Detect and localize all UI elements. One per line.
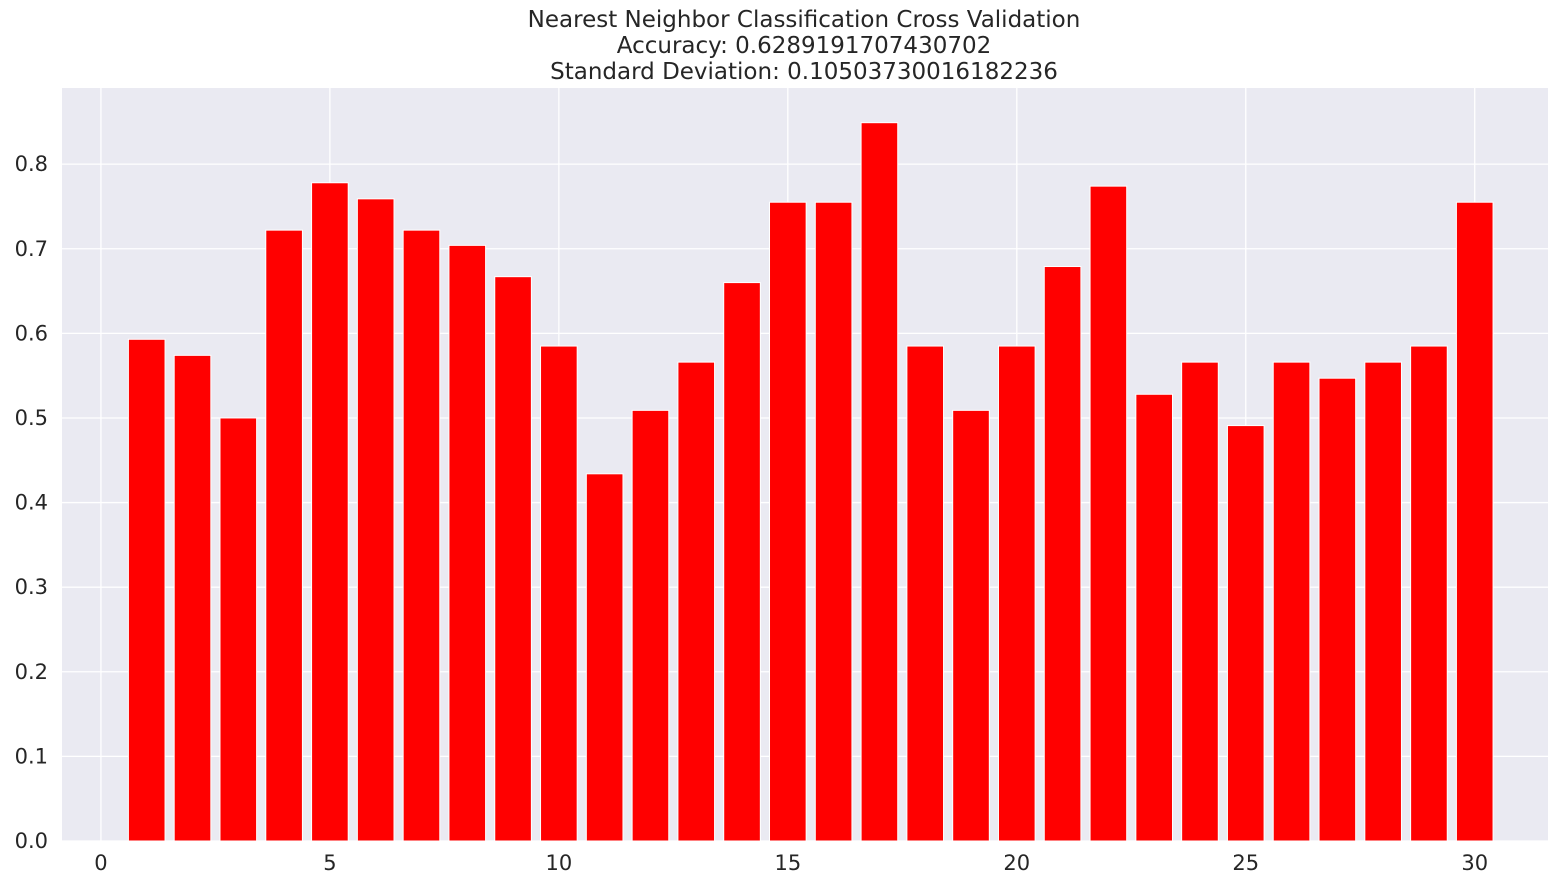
bar-8 bbox=[448, 244, 487, 842]
bar-27 bbox=[1318, 377, 1357, 842]
bar-18 bbox=[906, 345, 945, 842]
bar-5 bbox=[311, 182, 349, 842]
x-tick-label: 20 bbox=[1003, 851, 1030, 875]
bar-24 bbox=[1181, 361, 1219, 842]
chart-title-line-1: Nearest Neighbor Classification Cross Va… bbox=[528, 7, 1081, 33]
bar-4 bbox=[265, 229, 303, 842]
bar-17 bbox=[860, 122, 899, 842]
x-tick-label: 15 bbox=[774, 851, 801, 875]
y-tick-label: 0.8 bbox=[15, 152, 48, 176]
bar-12 bbox=[631, 409, 670, 842]
bar-20 bbox=[997, 345, 1036, 842]
y-tick-label: 0.2 bbox=[15, 660, 48, 684]
chart-title: Nearest Neighbor Classification Cross Va… bbox=[528, 7, 1081, 85]
chart-title-line-2: Accuracy: 0.6289191707430702 bbox=[617, 33, 991, 59]
x-axis-ticks: 0 5 10 15 20 25 30 bbox=[94, 851, 1488, 875]
y-tick-label: 0.5 bbox=[15, 406, 48, 430]
bar-19 bbox=[952, 409, 990, 842]
bar-22 bbox=[1089, 185, 1128, 842]
bar-3 bbox=[219, 417, 258, 842]
bars bbox=[127, 122, 1494, 842]
bar-16 bbox=[814, 201, 853, 842]
bar-13 bbox=[677, 361, 716, 842]
bar-6 bbox=[356, 198, 395, 842]
x-tick-label: 25 bbox=[1232, 851, 1259, 875]
y-tick-label: 0.0 bbox=[15, 829, 48, 853]
bar-11 bbox=[585, 473, 624, 842]
bar-23 bbox=[1135, 393, 1173, 842]
x-tick-label: 30 bbox=[1461, 851, 1488, 875]
y-tick-label: 0.3 bbox=[15, 575, 48, 599]
bar-21 bbox=[1043, 266, 1082, 842]
bar-28 bbox=[1364, 361, 1402, 842]
bar-14 bbox=[723, 282, 761, 842]
y-tick-label: 0.7 bbox=[15, 237, 48, 261]
bar-1 bbox=[127, 338, 166, 842]
bar-26 bbox=[1272, 361, 1311, 842]
bar-25 bbox=[1226, 425, 1265, 842]
bar-30 bbox=[1455, 201, 1494, 842]
y-tick-label: 0.4 bbox=[15, 491, 48, 515]
x-tick-label: 5 bbox=[323, 851, 336, 875]
y-tick-label: 0.6 bbox=[15, 321, 48, 345]
bar-2 bbox=[173, 354, 212, 842]
x-tick-label: 0 bbox=[94, 851, 107, 875]
y-axis-ticks: 0.0 0.1 0.2 0.3 0.4 0.5 0.6 0.7 0.8 bbox=[15, 152, 48, 853]
bar-10 bbox=[540, 345, 578, 842]
bar-29 bbox=[1410, 345, 1448, 842]
bar-15 bbox=[769, 201, 807, 842]
bar-9 bbox=[494, 276, 532, 842]
bar-7 bbox=[402, 229, 441, 842]
chart-title-line-3: Standard Deviation: 0.10503730016182236 bbox=[550, 59, 1058, 85]
x-tick-label: 10 bbox=[545, 851, 572, 875]
y-tick-label: 0.1 bbox=[15, 744, 48, 768]
